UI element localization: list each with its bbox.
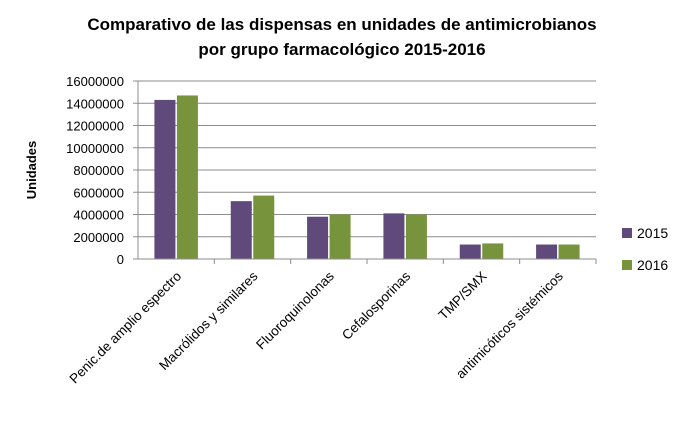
bar-2015-0: [154, 99, 176, 259]
y-tick-label: 16000000: [66, 74, 124, 89]
x-tick-label: TMP/SMX: [436, 269, 490, 323]
y-tick-label: 4000000: [73, 208, 124, 223]
y-tick-label: 10000000: [66, 141, 124, 156]
x-tick-label: Cefalosporinas: [339, 268, 413, 342]
bar-2016-2: [329, 214, 351, 259]
legend-swatch-2016: [622, 260, 632, 270]
axes: [137, 81, 597, 264]
legend-swatch-2015: [622, 228, 632, 238]
bar-2015-4: [459, 244, 481, 259]
bar-2015-2: [307, 216, 329, 259]
y-tick-labels: 0 2000000 4000000 6000000 8000000 10000000 120…: [66, 74, 124, 267]
bars: [154, 95, 580, 260]
y-tick-label: 6000000: [73, 185, 124, 200]
bar-2016-5: [558, 244, 580, 259]
legend-label: 2015: [637, 225, 668, 241]
bar-2016-4: [482, 243, 504, 259]
bar-2015-5: [536, 244, 558, 259]
y-tick-label: 14000000: [66, 96, 124, 111]
legend-label: 2016: [637, 257, 668, 273]
bar-2015-3: [383, 213, 405, 259]
bar-2015-1: [230, 201, 252, 259]
legend: 2015 2016: [622, 225, 668, 273]
chart-title-line-1: Comparativo de las dispensas en unidades…: [87, 15, 596, 34]
gridlines: [133, 80, 596, 260]
bar-2016-1: [253, 195, 275, 259]
y-axis-title: Unidades: [24, 141, 39, 200]
y-tick-label: 0: [117, 252, 124, 267]
y-tick-label: 8000000: [73, 163, 124, 178]
chart-title-line-2: por grupo farmacológico 2015-2016: [198, 40, 485, 59]
y-tick-label: 12000000: [66, 119, 124, 134]
bar-2016-3: [405, 214, 427, 259]
x-tick-label: Fluoroquinolonas: [253, 268, 337, 352]
y-tick-label: 2000000: [73, 230, 124, 245]
bar-2016-0: [176, 95, 198, 260]
